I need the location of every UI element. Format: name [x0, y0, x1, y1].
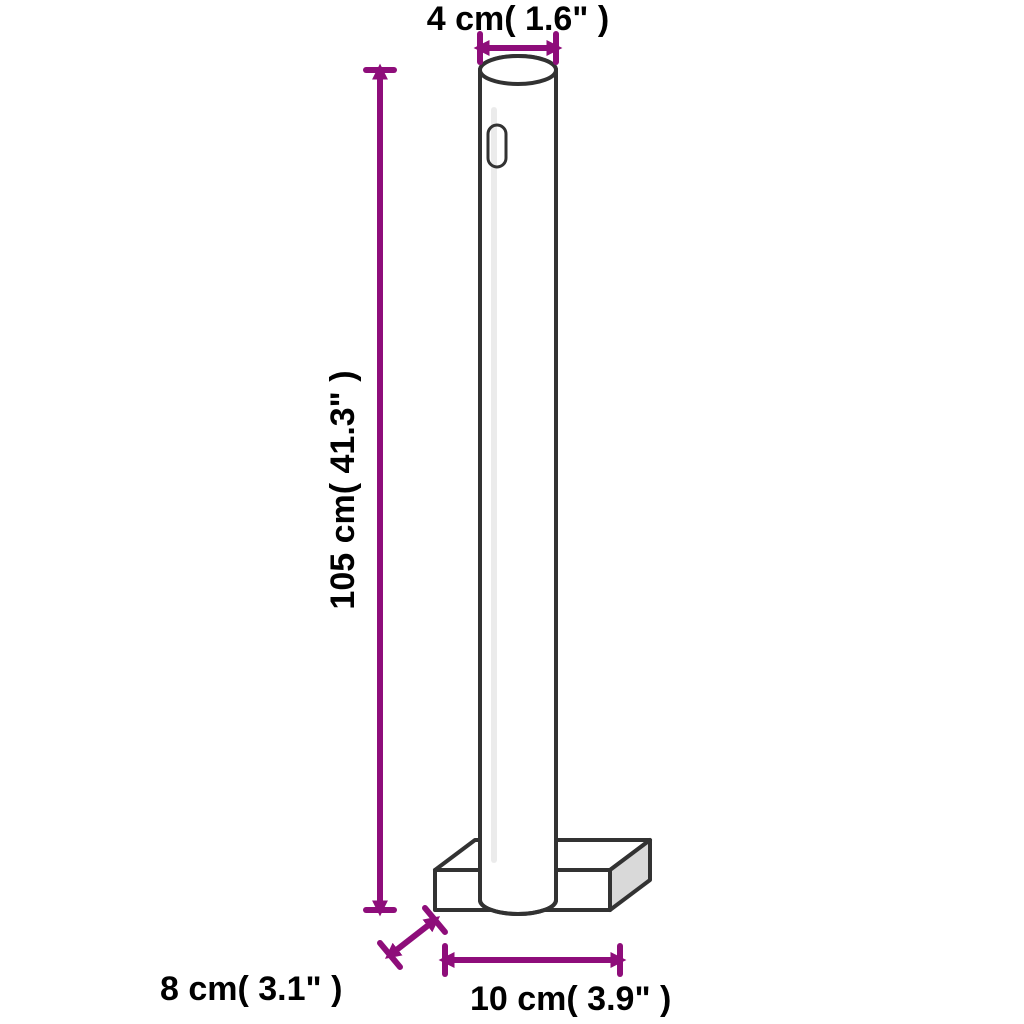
dim-label-depth: 8 cm( 3.1" )	[160, 970, 342, 1008]
dim-label-width: 10 cm( 3.9" )	[470, 980, 671, 1018]
dim-label-height: 105 cm( 41.3" )	[324, 370, 362, 609]
dimension-diagram: 4 cm( 1.6" ) 105 cm( 41.3" ) 8 cm( 3.1" ) 1…	[0, 0, 1024, 1024]
dim-label-top: 4 cm( 1.6" )	[427, 0, 609, 38]
